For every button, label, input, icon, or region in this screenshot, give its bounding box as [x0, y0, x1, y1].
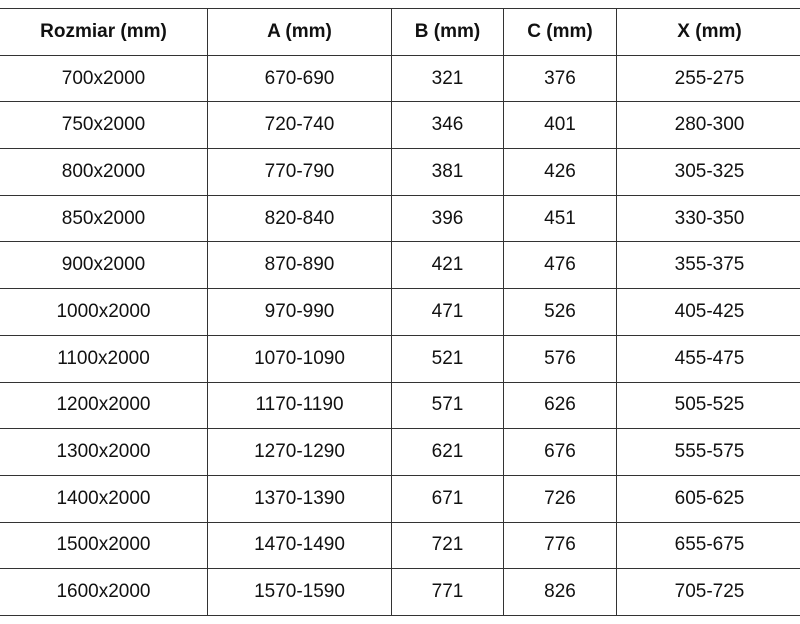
cell-x: 605-625	[616, 474, 800, 523]
cell-c: 451	[503, 194, 617, 243]
table-row: 1600x2000 1570-1590 771 826 705-725	[0, 568, 800, 616]
table-row: 1200x2000 1170-1190 571 626 505-525	[0, 381, 800, 430]
cell-x: 705-725	[616, 568, 800, 616]
cell-c: 476	[503, 241, 617, 290]
cell-b: 471	[391, 288, 504, 336]
cell-b: 421	[391, 241, 504, 290]
cell-size: 850x2000	[0, 194, 208, 243]
cell-x: 505-525	[616, 381, 800, 430]
table-row: 1400x2000 1370-1390 671 726 605-625	[0, 474, 800, 523]
cell-x: 255-275	[616, 54, 800, 103]
cell-b: 671	[391, 474, 504, 523]
cell-x: 655-675	[616, 521, 800, 570]
header-x: X (mm)	[616, 8, 800, 56]
table-row: 1100x2000 1070-1090 521 576 455-475	[0, 334, 800, 383]
cell-b: 521	[391, 334, 504, 383]
cell-size: 900x2000	[0, 241, 208, 290]
cell-a: 870-890	[207, 241, 392, 290]
cell-a: 820-840	[207, 194, 392, 243]
cell-b: 571	[391, 381, 504, 430]
table-row: 1300x2000 1270-1290 621 676 555-575	[0, 428, 800, 476]
cell-b: 396	[391, 194, 504, 243]
cell-a: 670-690	[207, 54, 392, 103]
table-row: 1000x2000 970-990 471 526 405-425	[0, 288, 800, 336]
cell-b: 346	[391, 101, 504, 150]
cell-size: 1600x2000	[0, 568, 208, 616]
cell-x: 305-325	[616, 148, 800, 196]
cell-size: 1000x2000	[0, 288, 208, 336]
cell-x: 330-350	[616, 194, 800, 243]
cell-a: 770-790	[207, 148, 392, 196]
table-row: 1500x2000 1470-1490 721 776 655-675	[0, 521, 800, 570]
cell-b: 321	[391, 54, 504, 103]
cell-a: 1370-1390	[207, 474, 392, 523]
cell-x: 405-425	[616, 288, 800, 336]
header-c: C (mm)	[503, 8, 617, 56]
cell-c: 676	[503, 428, 617, 476]
cell-a: 1570-1590	[207, 568, 392, 616]
cell-c: 376	[503, 54, 617, 103]
table-row: 900x2000 870-890 421 476 355-375	[0, 241, 800, 290]
header-row: Rozmiar (mm) A (mm) B (mm) C (mm) X (mm)	[0, 8, 800, 56]
cell-size: 750x2000	[0, 101, 208, 150]
header-b: B (mm)	[391, 8, 504, 56]
cell-c: 526	[503, 288, 617, 336]
cell-b: 621	[391, 428, 504, 476]
cell-c: 426	[503, 148, 617, 196]
cell-x: 280-300	[616, 101, 800, 150]
cell-a: 1470-1490	[207, 521, 392, 570]
cell-size: 1400x2000	[0, 474, 208, 523]
cell-size: 1100x2000	[0, 334, 208, 383]
cell-a: 1170-1190	[207, 381, 392, 430]
cell-b: 721	[391, 521, 504, 570]
cell-c: 726	[503, 474, 617, 523]
cell-a: 1270-1290	[207, 428, 392, 476]
cell-size: 800x2000	[0, 148, 208, 196]
cell-size: 1500x2000	[0, 521, 208, 570]
table-row: 800x2000 770-790 381 426 305-325	[0, 148, 800, 196]
cell-x: 555-575	[616, 428, 800, 476]
header-size: Rozmiar (mm)	[0, 8, 208, 56]
dimensions-table: Rozmiar (mm) A (mm) B (mm) C (mm) X (mm)…	[0, 8, 800, 616]
cell-c: 776	[503, 521, 617, 570]
header-a: A (mm)	[207, 8, 392, 56]
cell-x: 455-475	[616, 334, 800, 383]
table-row: 850x2000 820-840 396 451 330-350	[0, 194, 800, 243]
cell-size: 1300x2000	[0, 428, 208, 476]
cell-a: 1070-1090	[207, 334, 392, 383]
table-row: 750x2000 720-740 346 401 280-300	[0, 101, 800, 150]
cell-b: 381	[391, 148, 504, 196]
cell-c: 626	[503, 381, 617, 430]
cell-c: 401	[503, 101, 617, 150]
cell-c: 826	[503, 568, 617, 616]
cell-b: 771	[391, 568, 504, 616]
cell-size: 700x2000	[0, 54, 208, 103]
cell-c: 576	[503, 334, 617, 383]
cell-a: 970-990	[207, 288, 392, 336]
cell-size: 1200x2000	[0, 381, 208, 430]
cell-a: 720-740	[207, 101, 392, 150]
table-row: 700x2000 670-690 321 376 255-275	[0, 54, 800, 103]
cell-x: 355-375	[616, 241, 800, 290]
